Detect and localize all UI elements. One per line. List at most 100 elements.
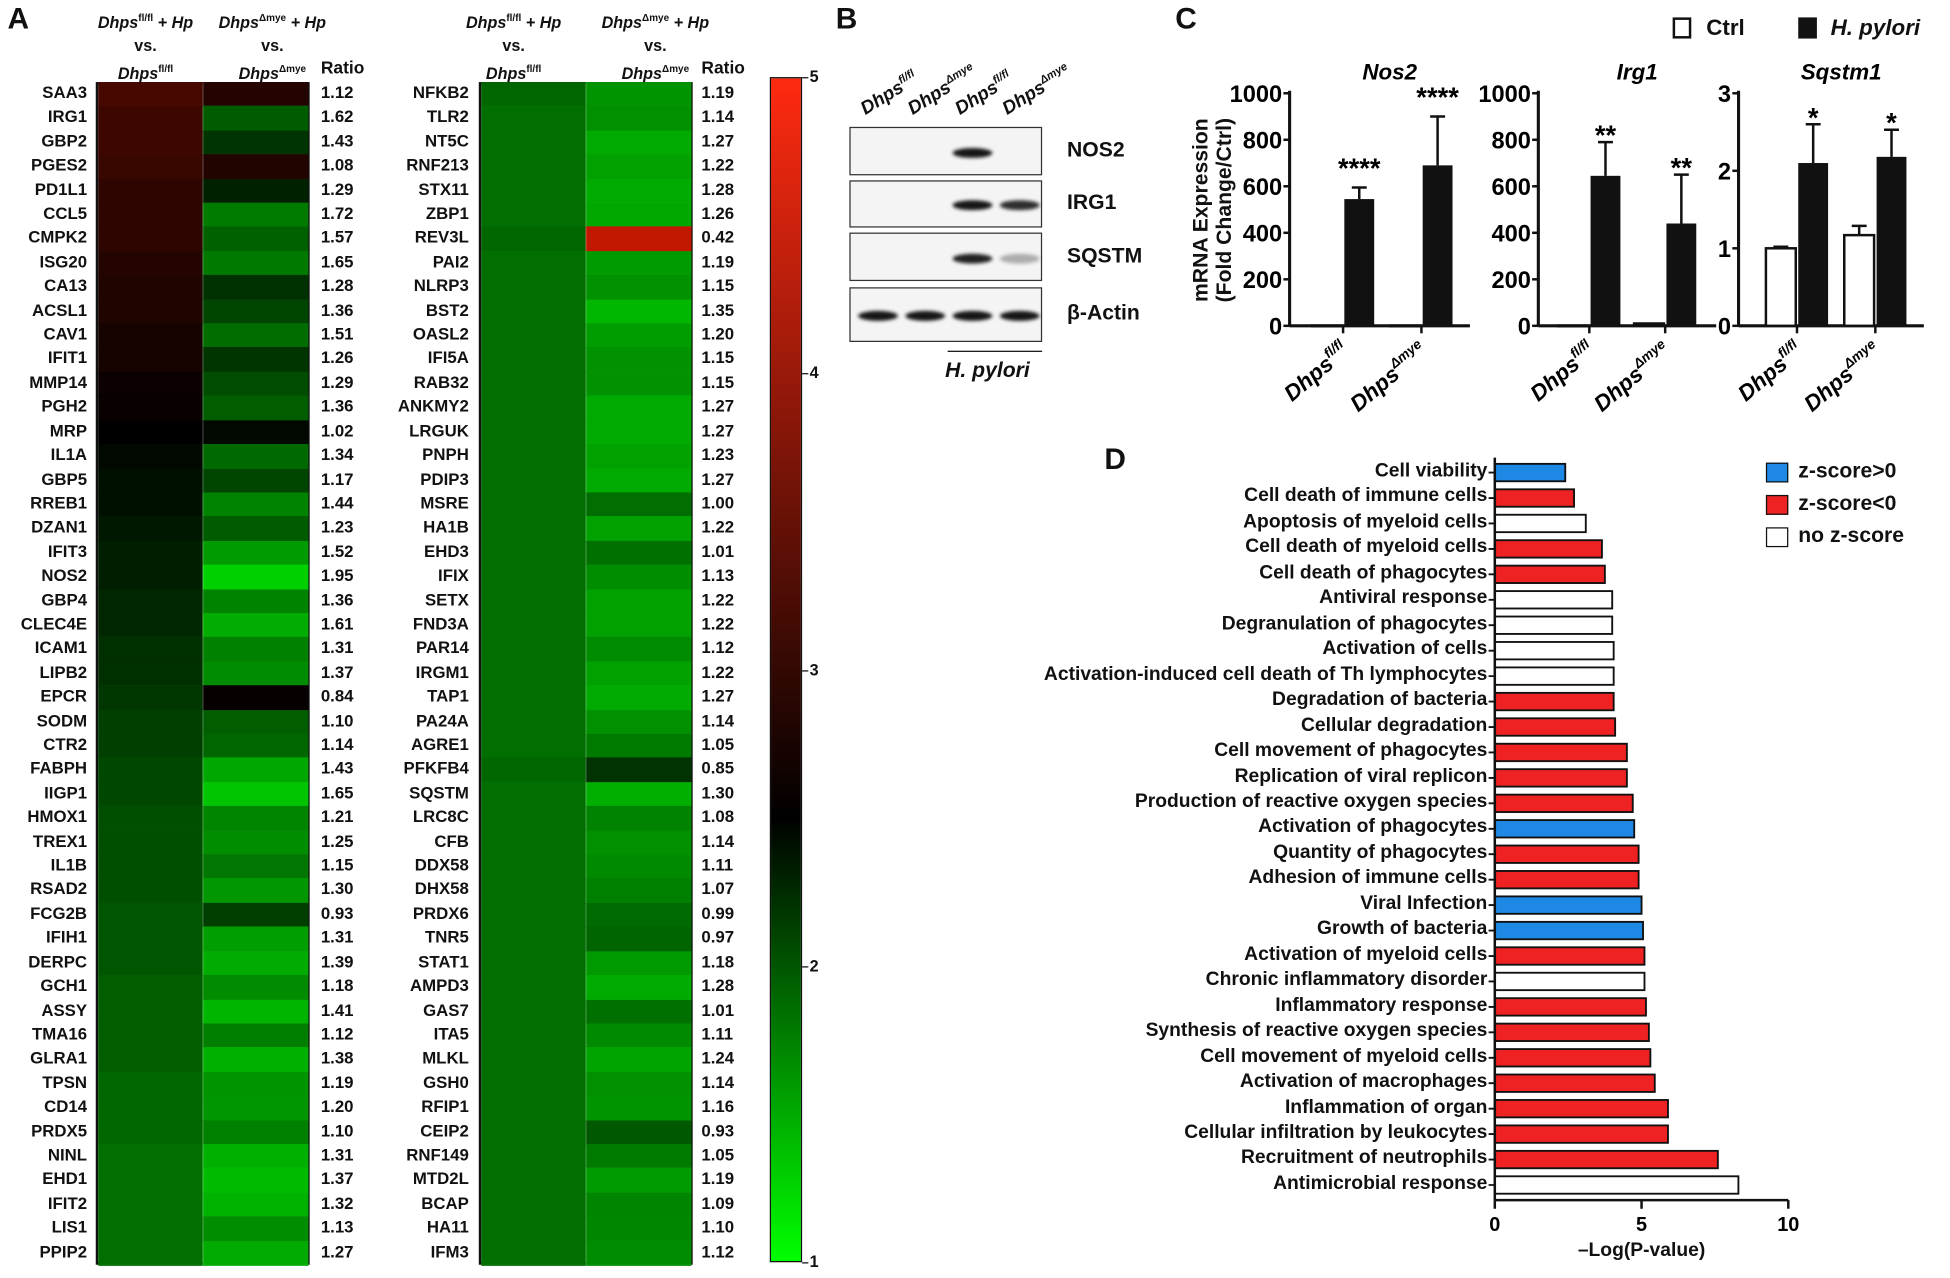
ratio-value: 1.13 <box>701 566 735 585</box>
heatmap-cell <box>585 1047 692 1073</box>
heatmap-cell <box>585 613 692 639</box>
ratio-value: 1.09 <box>701 1193 735 1213</box>
gene-label: PPIP2 <box>39 1241 88 1261</box>
error-bar-hpylori <box>1598 140 1613 176</box>
heatmap-cell <box>202 902 309 929</box>
heatmap-cell <box>202 1071 309 1098</box>
y-tick-label: 1000 <box>1230 82 1283 108</box>
heatmap-cell <box>585 806 692 832</box>
header-treatment: + Hp <box>521 12 562 32</box>
heatmap-cell <box>481 1071 586 1098</box>
pathway-label: Activation of cells <box>1322 638 1488 660</box>
heatmap-cell <box>202 347 309 373</box>
heatmap-cell <box>98 106 203 132</box>
colorbar-tick <box>802 77 809 79</box>
heatmap-cell <box>98 323 203 349</box>
heatmap-cell <box>202 82 309 108</box>
pathway-label: Degranulation of phagocytes <box>1221 612 1488 634</box>
heatmap-cell <box>585 564 692 591</box>
header-vs: vs. <box>502 36 525 56</box>
heatmap-cell <box>202 1240 309 1266</box>
heatmap-cell <box>202 950 309 977</box>
heatmap-cell <box>481 1144 586 1170</box>
pathway-bar <box>1493 691 1615 712</box>
pathway-bar <box>1493 819 1636 839</box>
colorbar-tick <box>802 965 809 968</box>
gene-label: IRGM1 <box>415 662 469 682</box>
gene-label: CD14 <box>44 1097 88 1116</box>
gene-label: IRG1 <box>47 107 88 127</box>
ratio-value: 1.14 <box>701 710 735 730</box>
heatmap-cell <box>98 275 203 301</box>
blot-row-label: NOS2 <box>1067 137 1125 162</box>
ratio-value: 1.22 <box>701 614 735 633</box>
category-label: DhpsΔmye <box>1798 336 1886 416</box>
header-genotype: Δmye <box>662 63 690 76</box>
heatmap-cell <box>585 1216 692 1242</box>
legend-hpylori-swatch <box>1798 17 1817 39</box>
header-gene: Dhps <box>621 64 663 83</box>
subplot-Sqstm1: Sqstm1 0 1 2 3 * Dhpsfl/fl * DhpsΔmye <box>1718 60 1924 416</box>
heatmap-cell <box>98 154 203 180</box>
heatmap-cell <box>481 419 586 446</box>
header-treatment: + Hp <box>153 12 194 32</box>
heatmap-cell <box>585 178 692 204</box>
heatmap-cell <box>98 733 203 760</box>
heatmap-cell <box>98 830 203 856</box>
gene-label: RNF149 <box>406 1145 469 1164</box>
ratio-value: 1.61 <box>320 614 354 633</box>
pathway-label: Cell death of immune cells <box>1244 485 1488 507</box>
ratio-value: 1.05 <box>701 1145 735 1164</box>
heatmap-cell <box>585 516 692 542</box>
gene-label: HA1B <box>423 517 469 537</box>
ratio-value: 1.26 <box>701 203 735 223</box>
heatmap-cell <box>481 1192 586 1218</box>
y-tick-label: 2 <box>1718 159 1731 185</box>
ratio-value: 1.38 <box>320 1048 354 1068</box>
blot-band <box>999 200 1040 211</box>
heatmap-cell <box>585 685 692 711</box>
ratio-value: 1.28 <box>701 179 735 199</box>
lane-genotype: Δmye <box>1037 59 1070 87</box>
gene-label: FND3A <box>412 614 469 633</box>
heatmap-cell <box>202 564 309 591</box>
gene-label: RSAD2 <box>30 879 88 899</box>
heatmap-cell <box>585 492 692 518</box>
heatmap-cell <box>481 1047 586 1073</box>
header-gene: Dhps <box>465 12 507 32</box>
heatmap-cell <box>585 1144 692 1170</box>
heatmap-cell <box>585 1071 692 1098</box>
gene-label: NT5C <box>424 131 469 151</box>
pathway-label: Cell viability <box>1374 460 1488 482</box>
heatmap-cell <box>202 1023 309 1049</box>
heatmap-cell <box>98 661 203 687</box>
ratio-value: 1.27 <box>320 1241 354 1261</box>
heatmap-cell <box>98 516 203 542</box>
heatmap-cell <box>202 757 309 784</box>
ratio-value: 1.25 <box>320 831 354 851</box>
column-header-left-2: DhpsΔmye + Hp vs. DhpsΔmye <box>210 6 334 85</box>
ratio-header-right: Ratio <box>701 57 745 78</box>
blot-β-Actin <box>849 287 1043 342</box>
y-tick-label: 0 <box>1518 315 1531 341</box>
gene-label: AGRE1 <box>410 734 469 754</box>
ratio-value: 1.18 <box>320 976 354 995</box>
pathway-label: Cell movement of phagocytes <box>1214 740 1488 762</box>
gene-label: STAT1 <box>418 952 469 971</box>
pathway-label: Chronic inflammatory disorder <box>1205 968 1488 991</box>
heatmap-cell <box>481 1095 586 1122</box>
pathway-label: Antiviral response <box>1319 587 1488 609</box>
ratio-value: 1.30 <box>701 783 735 802</box>
blot-band <box>999 253 1040 264</box>
error-bar-ctrl <box>1773 245 1789 249</box>
ratio-value: 1.19 <box>701 83 735 102</box>
heatmap-cell <box>98 226 203 253</box>
ratio-value: 1.27 <box>701 686 735 706</box>
ratio-value: 1.36 <box>320 397 354 416</box>
bar-ctrl <box>1843 233 1876 328</box>
heatmap-cell <box>202 613 309 639</box>
category-genotype: Δmye <box>1386 336 1425 372</box>
heatmap-cell <box>202 926 309 953</box>
gene-label: IFM3 <box>430 1241 469 1261</box>
gene-label: ICAM1 <box>34 638 88 658</box>
